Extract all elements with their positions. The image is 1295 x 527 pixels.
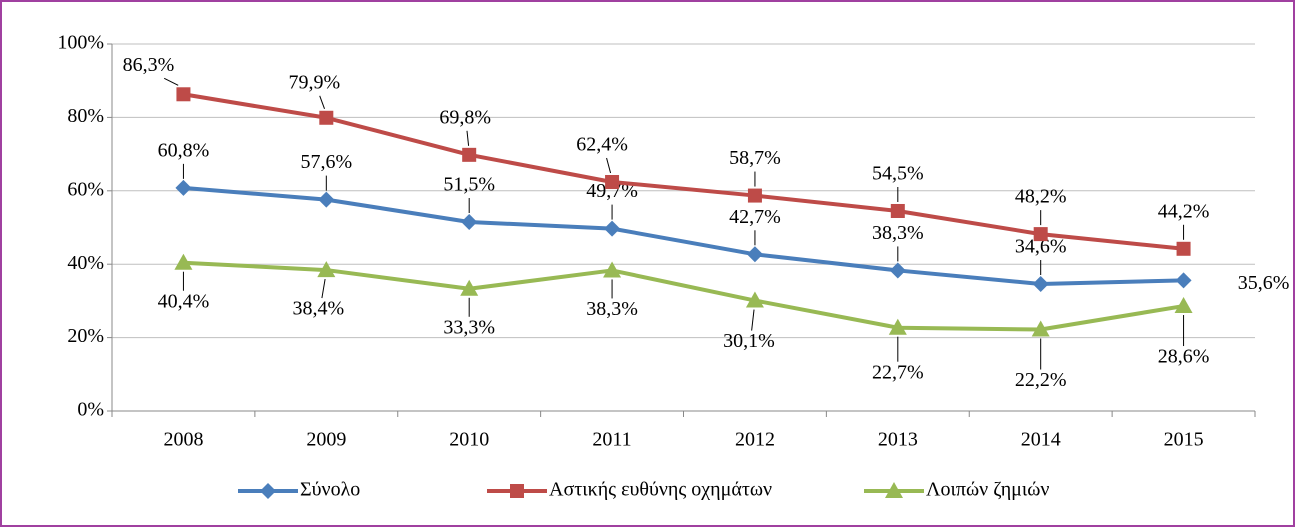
x-tick-label: 2014 (1021, 429, 1061, 451)
data-label: 22,2% (1015, 369, 1067, 391)
data-point (605, 174, 620, 189)
data-label: 28,6% (1158, 346, 1210, 368)
x-tick-label: 2011 (592, 429, 631, 451)
y-tick-label: 80% (67, 105, 104, 127)
series-line (183, 185, 1184, 287)
data-label: 69,8% (439, 106, 491, 128)
data-label: 49,7% (586, 180, 638, 202)
y-tick-label: 100% (57, 32, 104, 54)
data-point (747, 188, 762, 203)
x-tick-label: 2010 (449, 429, 489, 451)
data-label: 54,5% (872, 163, 924, 185)
data-point (746, 246, 763, 263)
data-label: 57,6% (300, 151, 352, 173)
data-label: 30,1% (723, 330, 775, 352)
data-point (176, 87, 191, 102)
x-tick-label: 2009 (306, 429, 346, 451)
x-tick-label: 2012 (735, 429, 775, 451)
data-point (603, 261, 622, 278)
series-line (183, 92, 1184, 251)
data-label: 60,8% (158, 139, 210, 161)
data-label: 79,9% (288, 71, 340, 93)
y-tick-label: 40% (67, 252, 104, 274)
data-point (745, 291, 764, 308)
data-label: 38,3% (586, 298, 638, 320)
data-point (318, 191, 335, 208)
x-tick-label: 2008 (163, 429, 203, 451)
data-point (888, 318, 907, 335)
data-label: 42,7% (729, 206, 781, 228)
data-label: 38,3% (872, 222, 924, 244)
data-point (461, 213, 478, 230)
data-point (1176, 241, 1191, 256)
x-tick-label: 2015 (1164, 429, 1204, 451)
data-point (1033, 227, 1048, 242)
data-point (460, 279, 479, 296)
data-point (1175, 272, 1192, 289)
data-point (175, 179, 192, 196)
data-label: 86,3% (123, 54, 175, 76)
legend-marker (885, 482, 903, 498)
x-tick-label: 2013 (878, 429, 918, 451)
y-tick-label: 0% (77, 399, 104, 421)
data-label: 34,6% (1015, 236, 1067, 258)
data-label: 22,7% (872, 361, 924, 383)
data-point (889, 262, 906, 279)
legend-marker (260, 483, 276, 499)
y-tick-label: 20% (67, 325, 104, 347)
leader-line (163, 77, 179, 86)
data-label: 62,4% (576, 134, 628, 156)
data-label: 35,6% (1238, 272, 1290, 294)
data-label: 40,4% (158, 290, 210, 312)
legend-marker (510, 484, 524, 498)
data-point (174, 253, 193, 270)
legend-label: Αστικής ευθύνης οχημάτων (549, 479, 772, 501)
data-label: 38,4% (292, 298, 344, 320)
data-label: 33,3% (443, 316, 495, 338)
leader-line (466, 130, 470, 146)
data-label: 44,2% (1158, 200, 1210, 222)
data-label: 48,2% (1015, 186, 1067, 208)
data-point (1031, 320, 1050, 337)
series-line (183, 260, 1184, 332)
y-tick-label: 60% (67, 178, 104, 200)
data-point (317, 261, 336, 278)
data-label: 51,5% (443, 174, 495, 196)
data-label: 58,7% (729, 147, 781, 169)
data-point (1174, 297, 1193, 314)
legend-label: Λοιπών ζημιών (926, 479, 1049, 501)
data-point (1032, 276, 1049, 293)
data-point (890, 203, 905, 218)
legend-label: Σύνολο (300, 479, 360, 501)
leader-line (321, 278, 326, 299)
leader-line (319, 95, 325, 109)
data-point (462, 147, 477, 162)
data-point (319, 110, 334, 125)
leader-line (751, 309, 755, 331)
leader-line (606, 157, 612, 174)
data-point (604, 220, 621, 237)
